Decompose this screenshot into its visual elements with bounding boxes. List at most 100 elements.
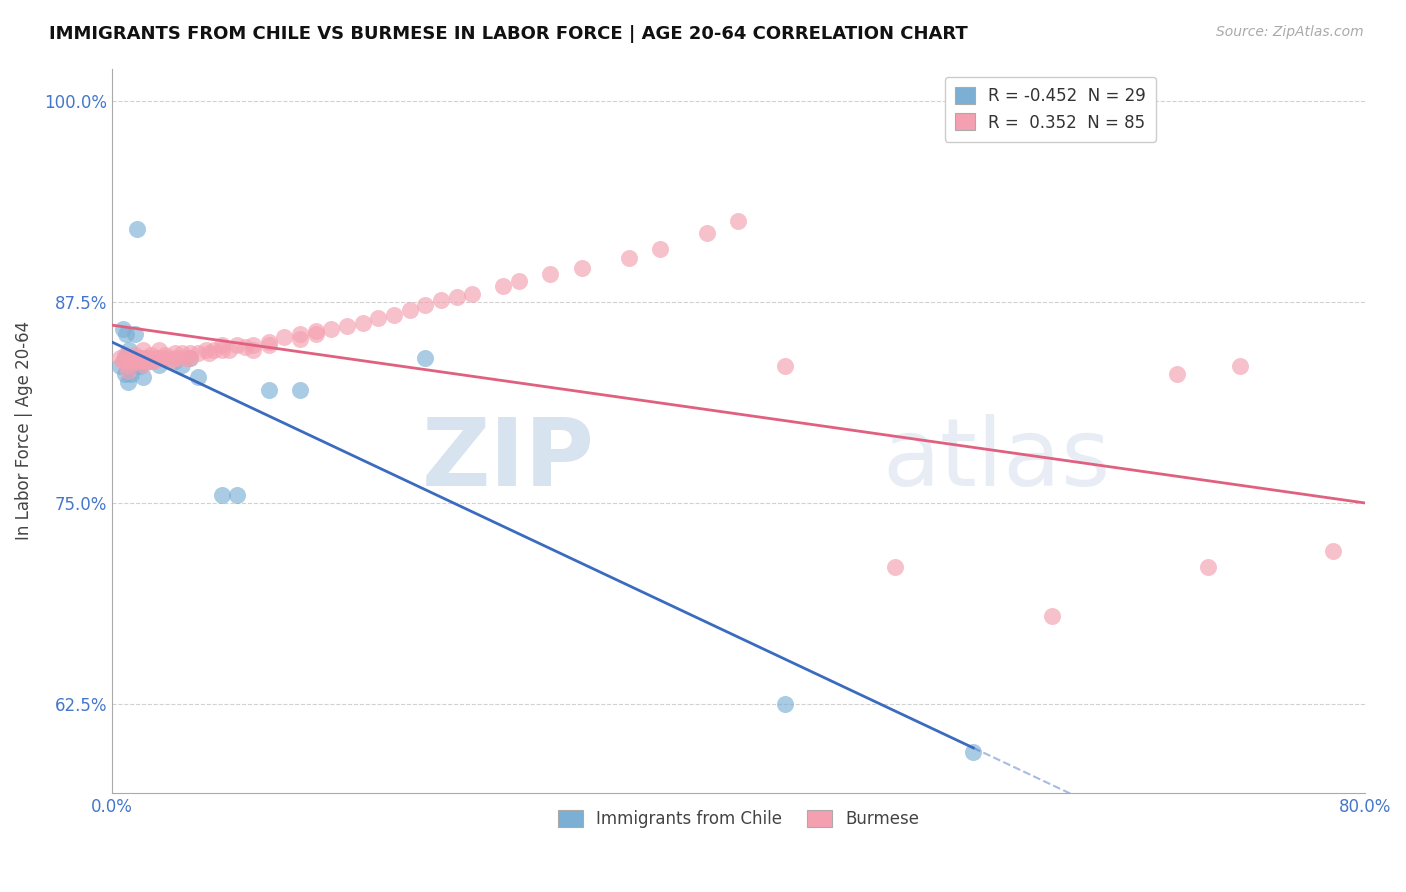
Point xyxy=(145,351,167,366)
Point xyxy=(139,354,162,368)
Point xyxy=(118,343,141,358)
Point xyxy=(218,343,240,358)
Point xyxy=(124,326,146,341)
Point xyxy=(187,346,209,360)
Point xyxy=(174,351,197,366)
Point xyxy=(163,346,186,360)
Point xyxy=(172,358,194,372)
Legend: Immigrants from Chile, Burmese: Immigrants from Chile, Burmese xyxy=(551,804,927,835)
Point xyxy=(382,308,405,322)
Text: Source: ZipAtlas.com: Source: ZipAtlas.com xyxy=(1216,25,1364,39)
Point xyxy=(120,354,142,368)
Point xyxy=(156,351,179,366)
Point xyxy=(1385,576,1406,591)
Point xyxy=(139,354,162,368)
Point xyxy=(727,214,749,228)
Point xyxy=(129,351,152,366)
Text: IMMIGRANTS FROM CHILE VS BURMESE IN LABOR FORCE | AGE 20-64 CORRELATION CHART: IMMIGRANTS FROM CHILE VS BURMESE IN LABO… xyxy=(49,25,967,43)
Point xyxy=(172,346,194,360)
Point xyxy=(143,354,166,368)
Point xyxy=(775,359,797,374)
Point xyxy=(775,697,797,711)
Point xyxy=(211,488,233,502)
Point xyxy=(257,334,280,349)
Point xyxy=(696,226,718,240)
Text: ZIP: ZIP xyxy=(422,414,595,506)
Point xyxy=(111,322,134,336)
Point xyxy=(179,346,201,360)
Point xyxy=(155,348,177,362)
Point xyxy=(226,488,249,502)
Point xyxy=(288,384,311,398)
Point xyxy=(118,351,141,366)
Point xyxy=(211,338,233,352)
Point xyxy=(148,343,170,358)
Point xyxy=(148,351,170,366)
Point xyxy=(114,368,136,382)
Text: atlas: atlas xyxy=(883,414,1111,506)
Point xyxy=(135,351,157,366)
Point xyxy=(336,318,359,333)
Point xyxy=(413,351,436,366)
Point xyxy=(117,376,139,390)
Point xyxy=(1197,560,1219,574)
Point xyxy=(128,354,150,368)
Point xyxy=(226,338,249,352)
Point xyxy=(117,358,139,372)
Point xyxy=(117,351,139,366)
Point xyxy=(114,351,136,366)
Point xyxy=(461,286,484,301)
Point xyxy=(242,343,264,358)
Point xyxy=(304,326,326,341)
Point xyxy=(367,310,389,325)
Point xyxy=(159,354,181,368)
Point xyxy=(132,351,155,366)
Point xyxy=(108,359,131,374)
Point xyxy=(1040,608,1063,623)
Point xyxy=(884,560,907,574)
Point xyxy=(111,354,134,368)
Point xyxy=(1322,544,1344,558)
Point xyxy=(446,290,468,304)
Point xyxy=(211,343,233,358)
Point xyxy=(124,348,146,362)
Point xyxy=(115,326,138,341)
Point xyxy=(648,242,671,256)
Y-axis label: In Labor Force | Age 20-64: In Labor Force | Age 20-64 xyxy=(15,321,32,541)
Point xyxy=(124,359,146,374)
Point xyxy=(163,354,186,368)
Point xyxy=(288,332,311,346)
Point xyxy=(122,354,145,368)
Point xyxy=(132,343,155,358)
Point xyxy=(288,326,311,341)
Point xyxy=(242,338,264,352)
Point xyxy=(179,351,201,366)
Point xyxy=(1229,359,1251,374)
Point xyxy=(132,354,155,368)
Point xyxy=(132,370,155,384)
Point xyxy=(166,351,188,366)
Point xyxy=(179,351,201,366)
Point xyxy=(136,351,159,366)
Point xyxy=(125,351,148,366)
Point xyxy=(304,324,326,338)
Point xyxy=(115,354,138,368)
Point xyxy=(121,351,143,366)
Point xyxy=(233,340,256,354)
Point xyxy=(132,358,155,372)
Point xyxy=(257,384,280,398)
Point xyxy=(120,368,142,382)
Point xyxy=(150,351,173,366)
Point xyxy=(1166,368,1188,382)
Point xyxy=(198,346,221,360)
Point xyxy=(202,343,225,358)
Point xyxy=(540,268,562,282)
Point xyxy=(117,351,139,366)
Point xyxy=(273,330,295,344)
Point xyxy=(398,302,420,317)
Point xyxy=(321,322,343,336)
Point xyxy=(194,343,217,358)
Point xyxy=(352,316,374,330)
Point xyxy=(117,364,139,378)
Point xyxy=(257,338,280,352)
